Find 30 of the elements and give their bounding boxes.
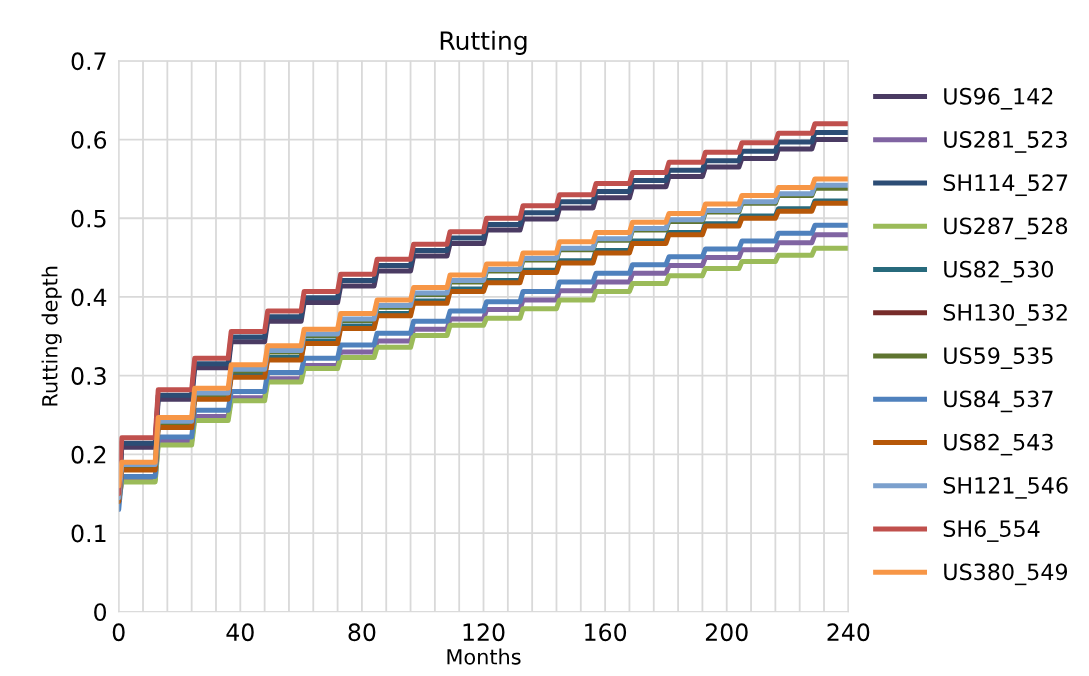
legend-label: US281_523: [944, 131, 1067, 153]
y-tick-label: 0.5: [71, 209, 106, 228]
legend-label: SH6_554: [943, 520, 1040, 542]
y-tick-label: 0.6: [71, 130, 107, 149]
legend-label: SH121_546: [943, 476, 1068, 499]
x-tick-label: 200: [705, 623, 748, 642]
x-tick-label: 160: [585, 623, 627, 642]
x-tick-label: 120: [463, 623, 505, 642]
x-tick-label: 80: [348, 623, 376, 642]
y-tick-label: 0: [94, 603, 107, 622]
legend-label: US84_537: [944, 390, 1053, 413]
y-tick-label: 0.1: [71, 524, 106, 543]
x-axis-title: Months: [447, 648, 521, 665]
y-tick-label: 0.4: [71, 288, 107, 307]
y-tick-label: 0.2: [71, 445, 106, 464]
y-tick-label: 0.3: [71, 367, 106, 385]
legend-label: US82_530: [944, 260, 1053, 283]
legend-label: SH114_527: [943, 174, 1068, 197]
x-tick-label: 0: [112, 623, 125, 642]
x-tick-label: 240: [827, 623, 870, 642]
legend-label: US287_528: [944, 217, 1068, 240]
legend-label: US82_543: [944, 433, 1053, 456]
y-axis-title: Rutting depth: [41, 266, 62, 406]
x-tick-label: 40: [226, 623, 254, 642]
legend-label: US96_142: [944, 87, 1053, 110]
y-tick-label: 0.7: [71, 52, 106, 71]
legend-label: US59_535: [944, 347, 1053, 369]
legend-label: SH130_532: [943, 304, 1067, 326]
chart-title: Rutting: [440, 30, 527, 55]
legend-label: US380_549: [944, 563, 1068, 586]
